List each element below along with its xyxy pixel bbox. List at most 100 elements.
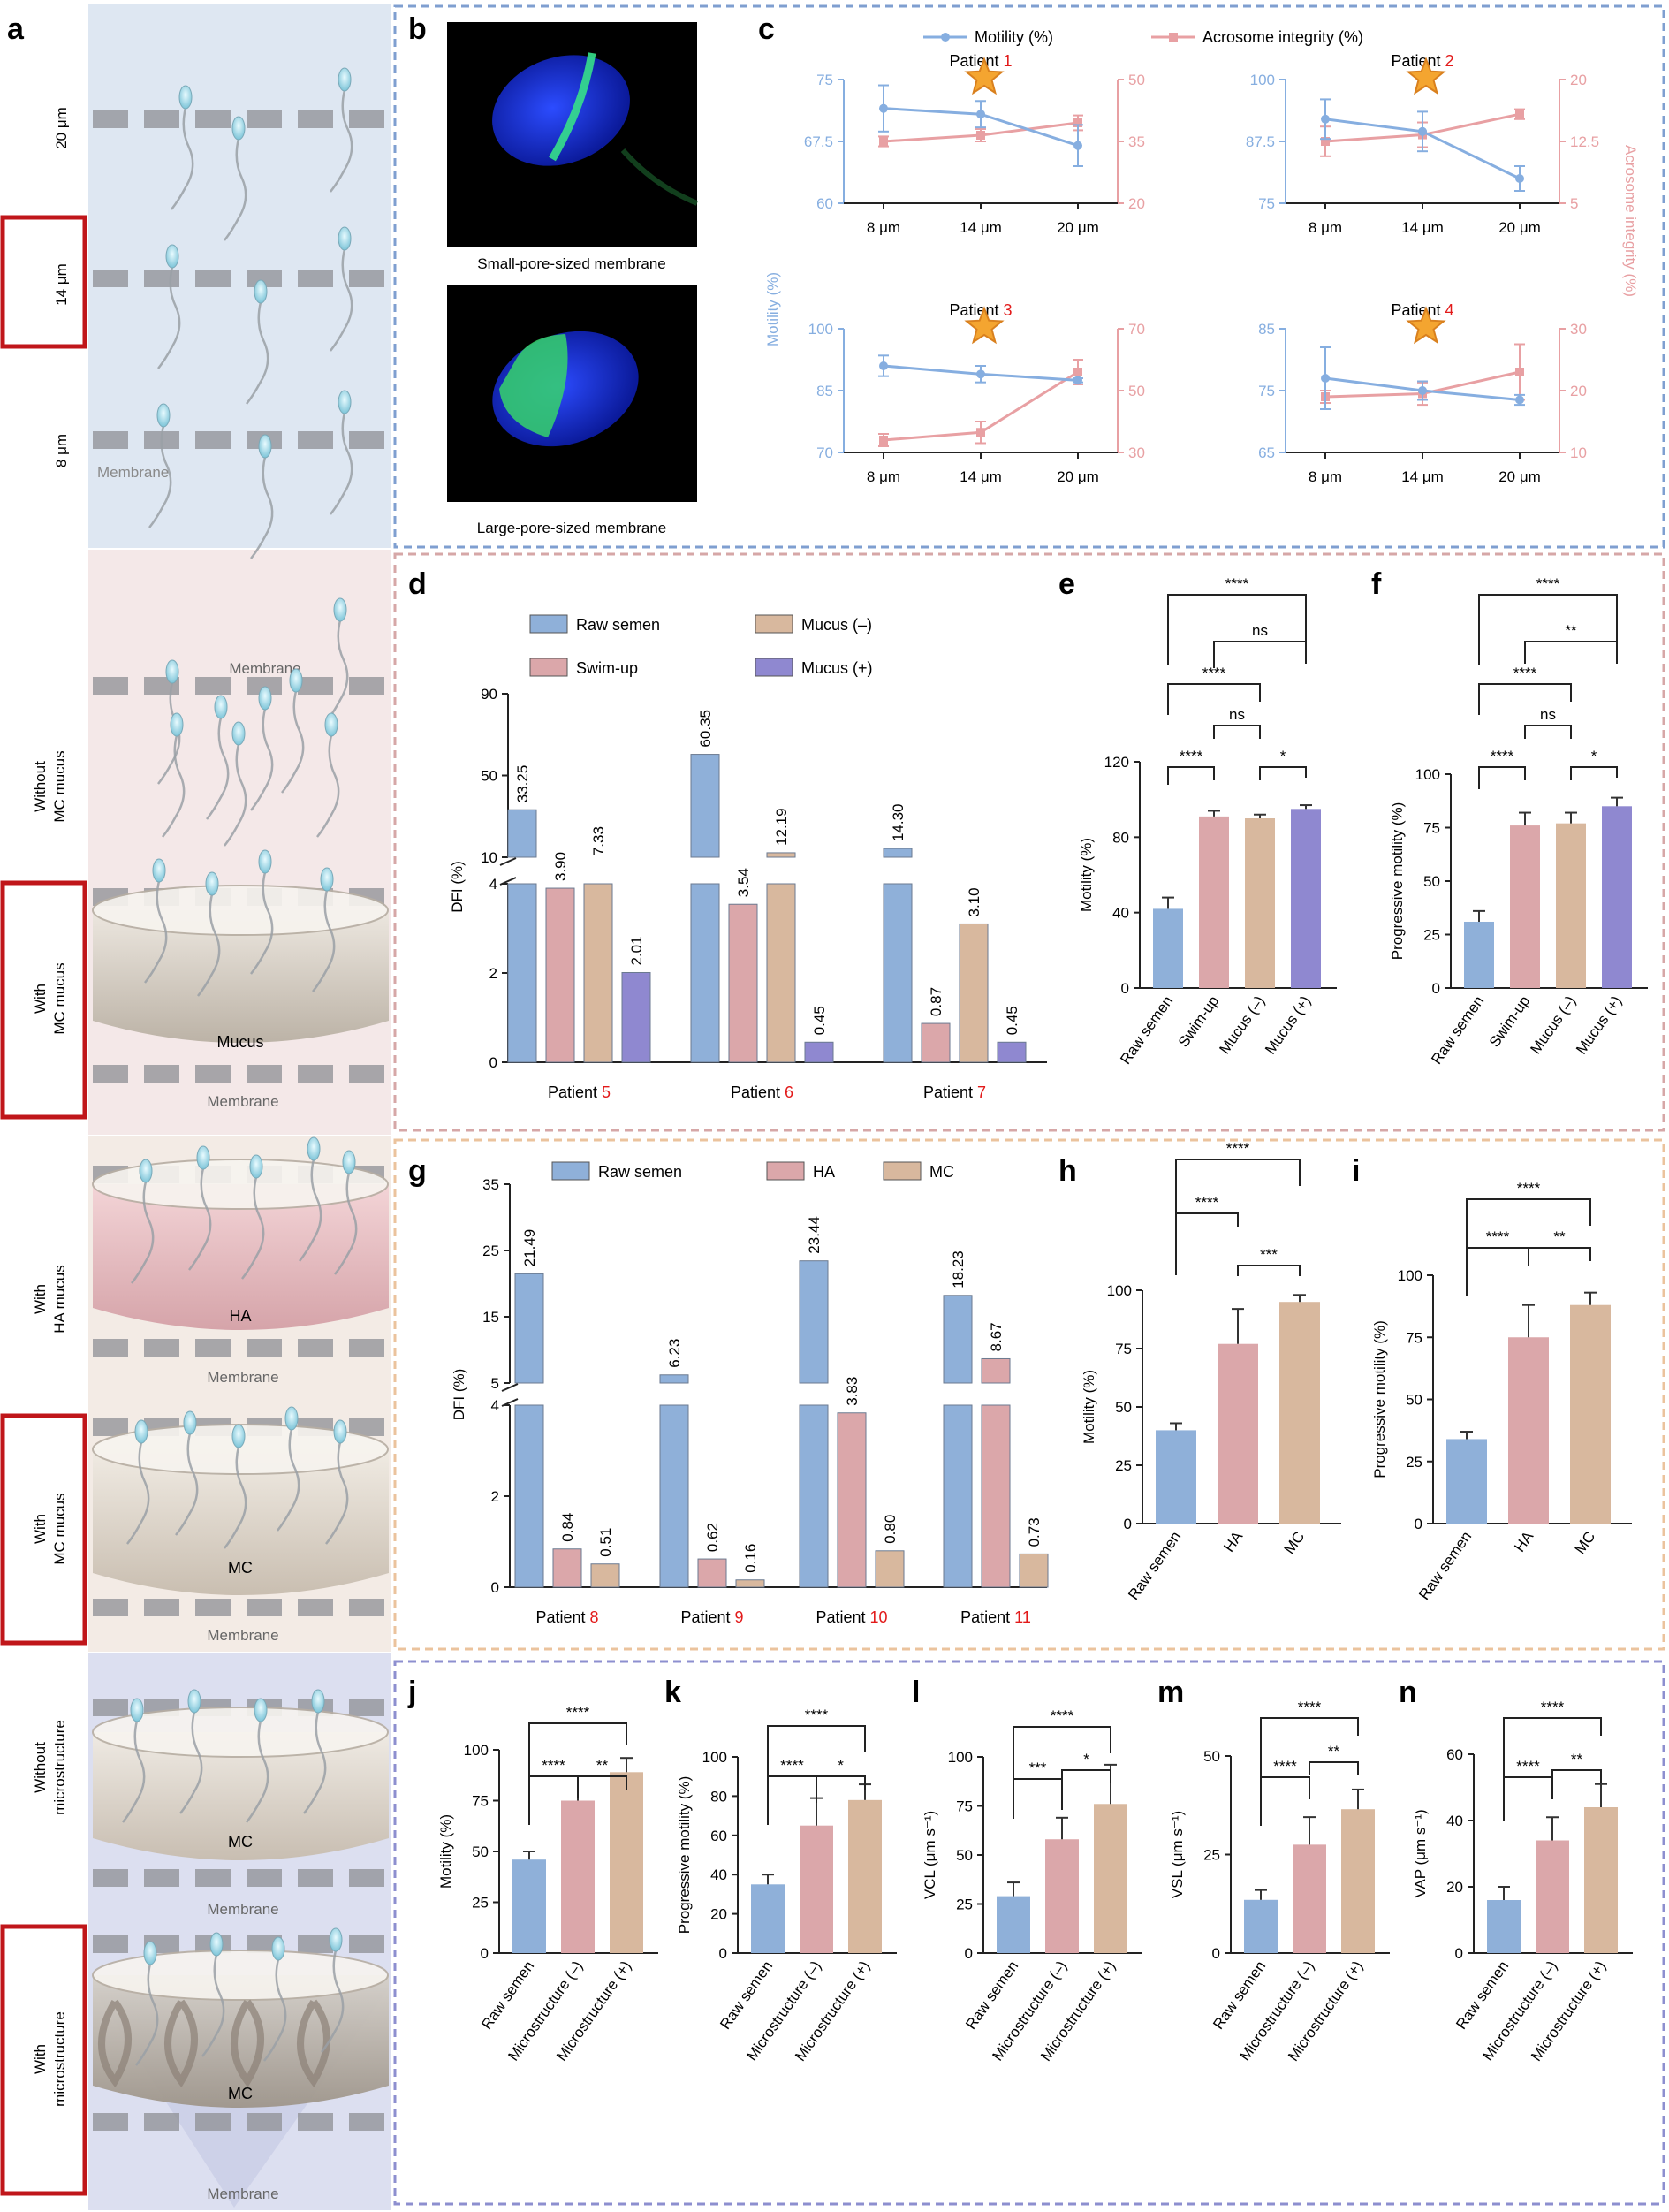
c-subplot-title: Patient 3 [949, 301, 1012, 319]
significance-label: * [1591, 748, 1597, 764]
ylabel: Progressive motility (%) [676, 1776, 693, 1935]
sperm [179, 1689, 203, 1814]
significance-label: **** [1273, 1758, 1297, 1775]
side-label-text-2: With HA mucus [32, 1265, 68, 1333]
bar [552, 1548, 582, 1588]
data-label: 14.30 [890, 804, 907, 842]
sperm-cells [122, 67, 358, 2066]
sperm [157, 244, 181, 369]
x-tick-label: Raw semen [1415, 1528, 1475, 1602]
sperm-head [254, 279, 268, 304]
bar [1153, 908, 1183, 988]
sperm [162, 712, 186, 838]
c-subplot-title: Patient 4 [1391, 301, 1453, 319]
mucus-dish-1: HA [92, 1159, 389, 1330]
data-label: 0.84 [559, 1513, 576, 1542]
group-prefix: Patient [731, 1083, 785, 1101]
ylabel-d: DFI (%) [449, 861, 466, 913]
dish-label-3: MC [228, 1833, 253, 1851]
sperm-tail [250, 708, 274, 811]
membrane-segment [195, 110, 231, 128]
membrane-segment [144, 1065, 179, 1083]
bar [799, 1260, 829, 1384]
dish-rim [92, 1950, 389, 2001]
data-label: 0.73 [1026, 1517, 1043, 1547]
sperm-head [271, 1936, 285, 1961]
y-tick-label: 100 [1398, 1267, 1422, 1284]
membrane-segment [144, 270, 179, 287]
letter-i: i [1352, 1154, 1360, 1188]
sperm-head [258, 434, 272, 459]
sperm-tail [246, 301, 269, 405]
sperm [224, 116, 247, 241]
membrane-segment [349, 270, 384, 287]
panel-letters: a b c d e f g h i j k l m n [7, 12, 1417, 1709]
ylabel-text: Motility (%) [1078, 838, 1095, 912]
significance-label: * [838, 1757, 844, 1774]
c-x-tick-label: 20 μm [1498, 468, 1541, 485]
side-label-5: With microstructure [32, 2011, 68, 2107]
sperm-head [231, 721, 246, 746]
membrane-segment [195, 270, 231, 287]
c-motility-point [1073, 376, 1082, 385]
c-motility-point [1515, 395, 1524, 405]
group-prefix: Patient [548, 1083, 602, 1101]
sperm-tail [224, 743, 247, 847]
side-label-line: Without [32, 1742, 49, 1793]
membrane-segment [93, 1599, 128, 1616]
sperm [197, 871, 221, 997]
panel-a-bg-pore [88, 4, 391, 548]
significance-bracket [1503, 1776, 1553, 1821]
significance-label: **** [1541, 1699, 1565, 1715]
bar [697, 1558, 727, 1588]
y-tick-label: 0 [719, 1945, 727, 1962]
significance-bracket [1259, 766, 1307, 780]
y-tick-label: 75 [472, 1793, 489, 1810]
significance-bracket [1466, 1198, 1591, 1296]
membrane-segment [298, 1599, 333, 1616]
data-label: 3.90 [552, 852, 569, 881]
ylabel: Progressive motility (%) [1371, 1320, 1388, 1478]
sperm-head [307, 1136, 321, 1161]
ylabel: Motility (%) [1078, 838, 1095, 912]
significance-bracket [1260, 1776, 1310, 1826]
group-label: Patient 10 [816, 1608, 887, 1626]
c-acrosome-point [879, 436, 888, 445]
significance-label: **** [542, 1757, 565, 1774]
significance-bracket [1570, 766, 1618, 780]
sperm-tail [246, 1720, 269, 1823]
c-ylabel-right-text: Acrosome integrity (%) [1622, 145, 1639, 297]
bar [848, 1799, 882, 1953]
significance-bracket [1061, 1769, 1111, 1786]
c-acrosome-point [1321, 137, 1330, 146]
x-tick-label: Mucus (+) [1573, 992, 1625, 1057]
sperm-head [134, 1419, 148, 1444]
side-label-0: Without MC mucus [32, 750, 68, 822]
significance-label: *** [1029, 1760, 1047, 1776]
sperm-head [329, 1927, 343, 1952]
group-num: 11 [1014, 1608, 1031, 1626]
c-motility-point [1515, 174, 1524, 183]
c-right-tick-label: 30 [1570, 321, 1587, 338]
legend-swatch [551, 1161, 590, 1181]
bar [981, 1404, 1011, 1588]
letter-e: e [1058, 567, 1075, 601]
sperm [131, 1159, 155, 1284]
bar [997, 1896, 1030, 1953]
sperm-head [205, 871, 219, 896]
significance-label: *** [1260, 1246, 1278, 1263]
bar [1508, 1337, 1549, 1524]
legend-label: Mucus (–) [801, 616, 872, 634]
with-microstructure-highlight [0, 1924, 87, 2196]
membrane-segment [298, 2113, 333, 2131]
group-label: Patient 8 [535, 1608, 598, 1626]
bar [1094, 1804, 1127, 1953]
sperm [312, 867, 336, 992]
bar [1570, 1304, 1611, 1524]
sperm [171, 85, 194, 210]
side-label-text-1: With MC mucus [32, 962, 68, 1034]
dish-rim [92, 885, 389, 936]
sperm [246, 279, 269, 405]
sperm [250, 849, 274, 975]
side-label-line: With [32, 984, 49, 1014]
